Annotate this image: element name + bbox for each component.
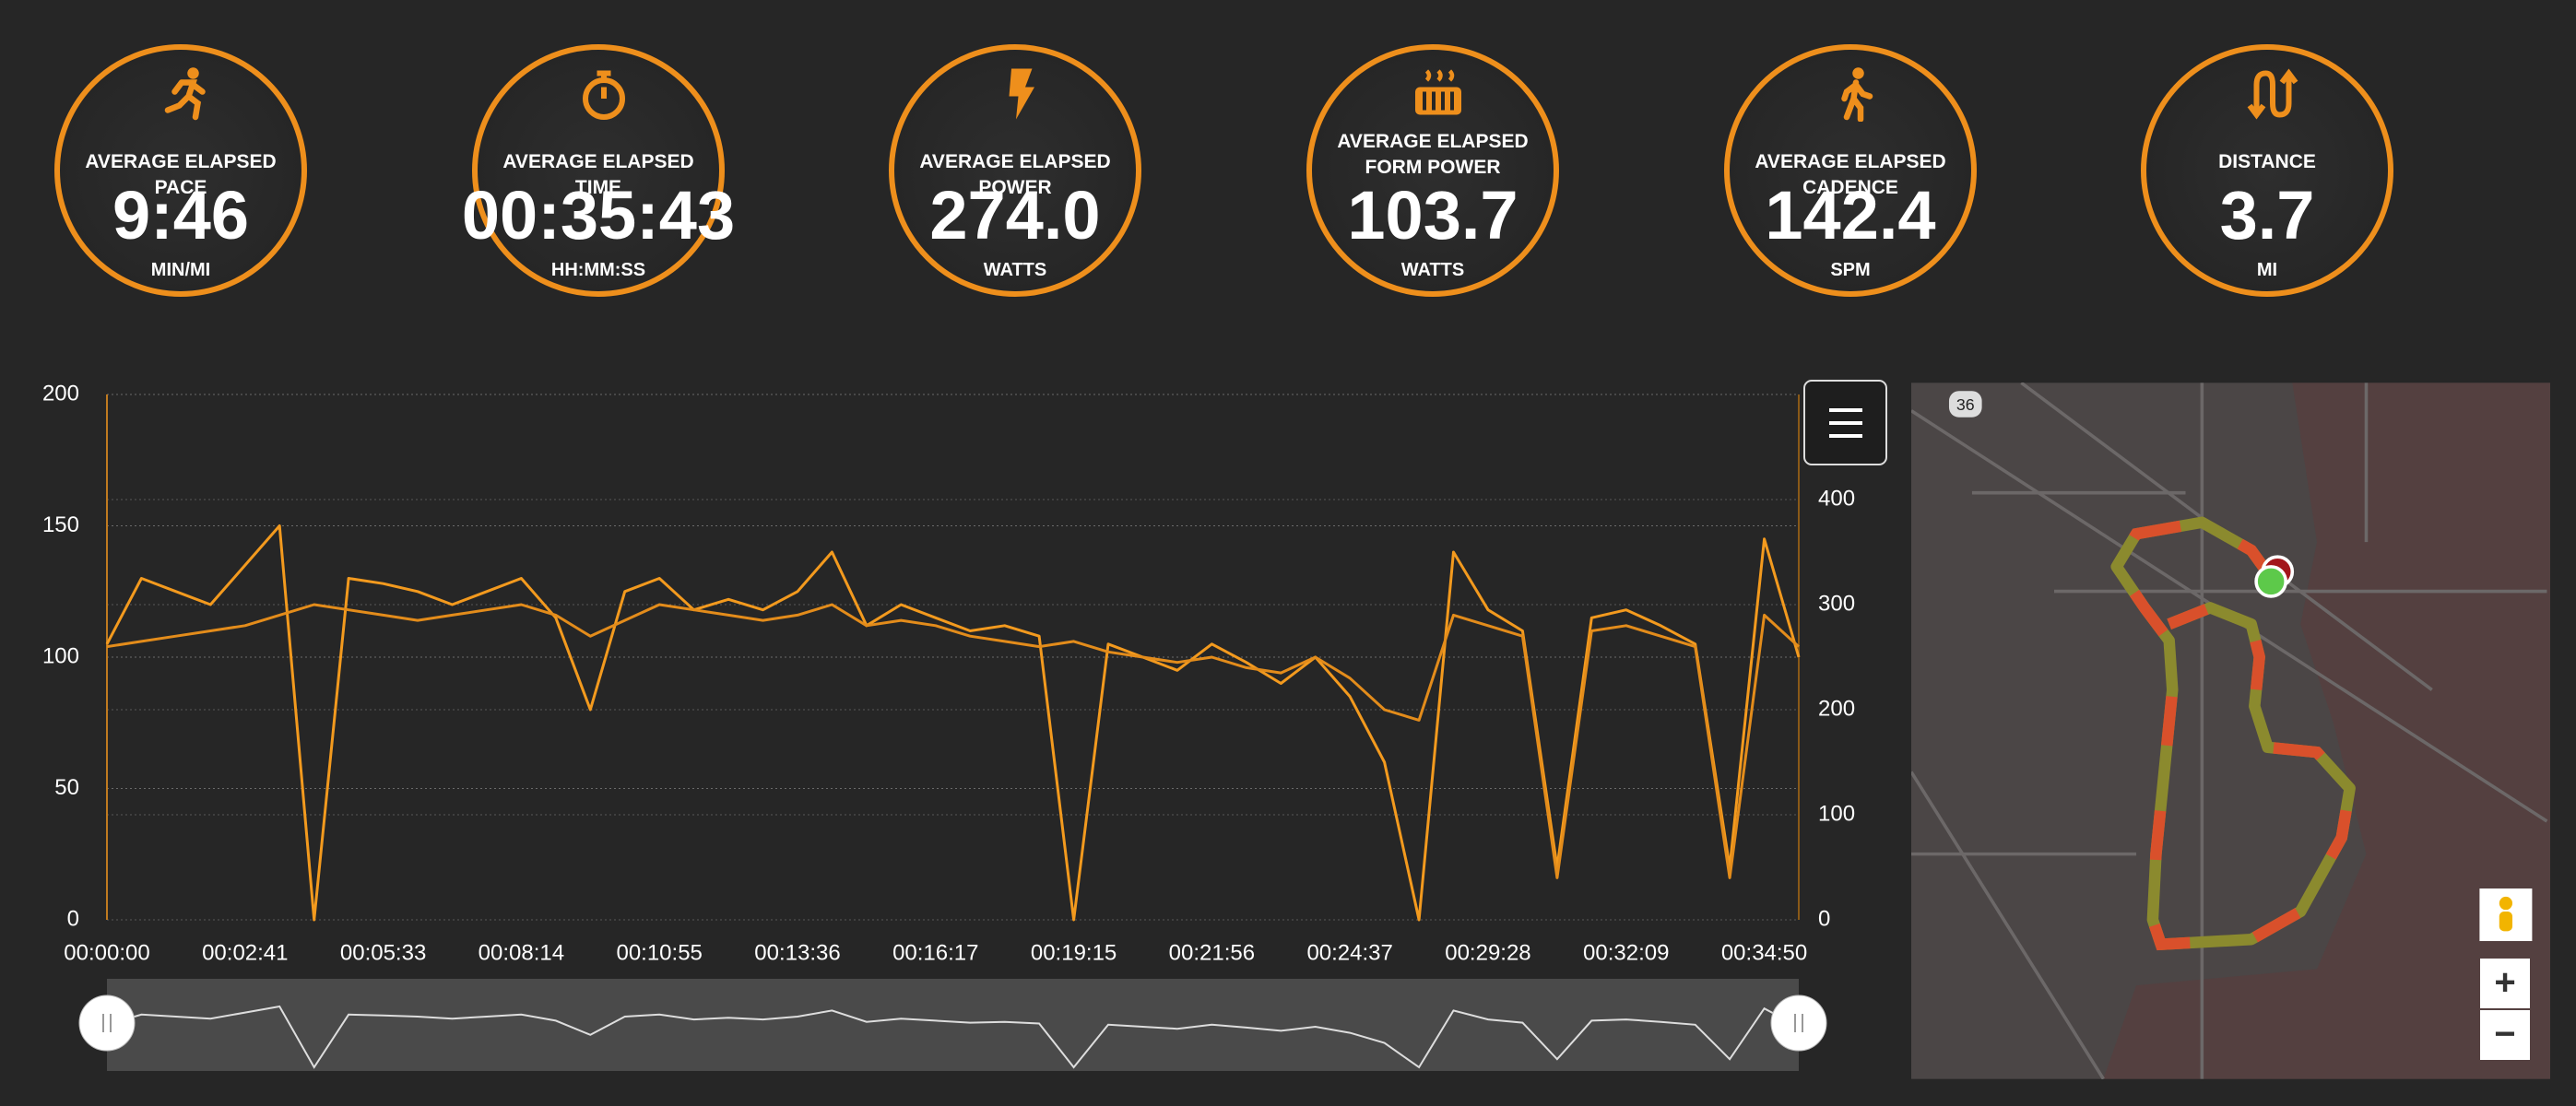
navigator-handle[interactable]	[1770, 994, 1827, 1052]
icon-stopwatch	[583, 70, 625, 120]
stat-cadence: AVERAGE ELAPSED CADENCE 142.4 SPM	[1724, 44, 1977, 297]
zoom-in[interactable]: +	[2480, 959, 2530, 1008]
stat-label: AVERAGE ELAPSED FORM POWER	[1337, 131, 1529, 178]
navigator-handle[interactable]	[78, 994, 136, 1052]
y2-tick-label: 0	[1818, 906, 1830, 931]
icon-run	[164, 67, 206, 121]
y2-tick-label: 400	[1818, 486, 1855, 511]
pegman-body	[2499, 911, 2513, 932]
x-tick-label: 00:34:50	[1721, 940, 1807, 965]
stat-form-power: AVERAGE ELAPSED FORM POWER 103.7 WATTS	[1306, 44, 1559, 297]
x-tick-label: 00:13:36	[754, 940, 840, 965]
stat-power: AVERAGE ELAPSED POWER 274.0 WATTS	[889, 44, 1141, 297]
x-tick-label: 00:00:00	[64, 940, 149, 965]
stat-value: 142.4	[1765, 177, 1936, 253]
stat-label: AVERAGE ELAPSED POWER	[919, 151, 1111, 198]
stat-unit: MIN/MI	[150, 260, 211, 280]
y2-tick-label: 100	[1818, 801, 1855, 826]
stat-value: 9:46	[112, 177, 250, 253]
x-tick-label: 00:21:56	[1169, 940, 1255, 965]
stat-value: 3.7	[2219, 177, 2315, 253]
menu-icon	[1829, 408, 1862, 438]
zoom-out[interactable]: −	[2480, 1010, 2530, 1060]
icon-route	[2247, 68, 2298, 120]
stat-value: 103.7	[1347, 177, 1518, 253]
y-tick-label: 150	[42, 512, 79, 537]
stat-label: AVERAGE ELAPSED PACE	[85, 151, 277, 198]
y-tick-label: 0	[67, 906, 79, 931]
x-tick-label: 00:08:14	[479, 940, 564, 965]
stat-unit: HH:MM:SS	[550, 260, 646, 280]
x-tick-label: 00:24:37	[1306, 940, 1392, 965]
stat-value: 274.0	[929, 177, 1101, 253]
start-marker	[2254, 565, 2287, 598]
x-tick-label: 00:02:41	[202, 940, 288, 965]
stat-distance: DISTANCE 3.7 MI	[2141, 44, 2393, 297]
y-tick-label: 50	[54, 775, 79, 800]
y-tick-label: 200	[42, 381, 79, 406]
navigator-line	[106, 1005, 1800, 1069]
stat-value: 00:35:43	[461, 177, 736, 253]
handle-grip	[102, 1014, 112, 1032]
series-line	[106, 603, 1801, 879]
stat-label: AVERAGE ELAPSED CADENCE	[1755, 151, 1946, 198]
x-tick-label: 00:32:09	[1583, 940, 1669, 965]
x-tick-label: 00:19:15	[1031, 940, 1117, 965]
map[interactable]: 36	[1911, 382, 2550, 1079]
handle-grip	[1794, 1014, 1803, 1032]
x-tick-label: 00:16:17	[892, 940, 978, 965]
x-tick-label: 00:05:33	[340, 940, 426, 965]
series-line	[105, 524, 1801, 922]
shield-label: 36	[1956, 395, 1975, 414]
y2-tick-label: 300	[1818, 591, 1855, 616]
map-area	[2103, 382, 2550, 1079]
pegman	[2499, 896, 2513, 911]
stat-label: DISTANCE	[2218, 151, 2316, 172]
icon-heater	[1415, 69, 1461, 115]
y-tick-label: 100	[42, 643, 79, 668]
icon-bolt	[1009, 68, 1034, 120]
stat-pace: AVERAGE ELAPSED PACE 9:46 MIN/MI	[54, 44, 307, 297]
route-overlay	[2109, 516, 2357, 951]
icon-walk	[1841, 67, 1873, 122]
stat-unit: WATTS	[983, 260, 1047, 280]
stat-label: AVERAGE ELAPSED TIME	[502, 151, 694, 198]
stat-unit: SPM	[1830, 260, 1871, 280]
shield	[1948, 391, 1982, 418]
stat-unit: WATTS	[1400, 260, 1465, 280]
stat-time: AVERAGE ELAPSED TIME 00:35:43 HH:MM:SS	[462, 44, 735, 297]
x-tick-label: 00:10:55	[616, 940, 702, 965]
stat-unit: MI	[2256, 260, 2278, 280]
y2-tick-label: 200	[1818, 696, 1855, 721]
navigator-bg	[107, 979, 1799, 1071]
x-tick-label: 00:29:28	[1445, 940, 1530, 965]
